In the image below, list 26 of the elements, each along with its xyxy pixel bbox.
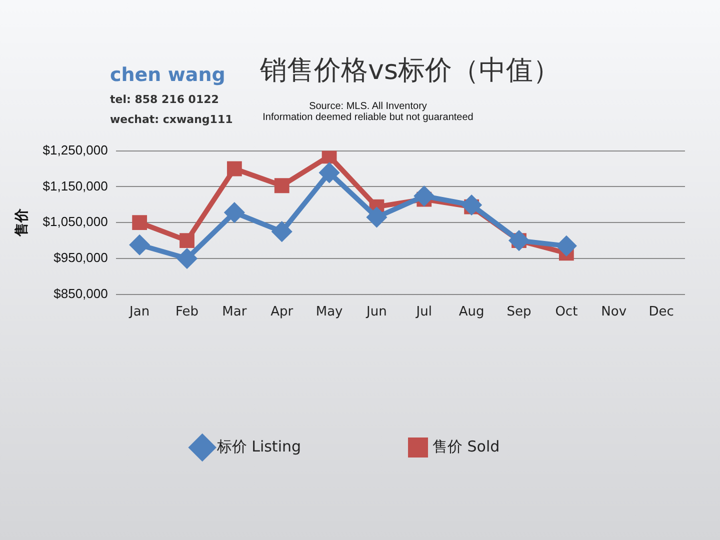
text: tel: 858 216 0122 <box>110 93 220 106</box>
x-tick-label: Jan <box>128 304 150 320</box>
y-axis-title: 售价 <box>14 208 30 238</box>
text: wechat: cxwang111 <box>110 113 233 126</box>
y-tick-label: $950,000 <box>54 250 108 266</box>
x-tick-label: Jul <box>415 304 432 320</box>
x-tick-label: Oct <box>555 304 578 320</box>
text: Information deemed reliable but not guaranteed <box>262 112 474 123</box>
legend-label: 售价 Sold <box>432 437 500 456</box>
x-tick-label: Aug <box>458 304 484 320</box>
x-tick-label: Mar <box>222 304 248 320</box>
x-tick-label: Sep <box>506 304 532 320</box>
y-tick-label: $1,250,000 <box>42 142 108 158</box>
x-tick-label: Jun <box>366 304 387 320</box>
y-tick-label: $850,000 <box>54 286 108 301</box>
source-note: Source: MLS. All Inventory <box>308 101 428 112</box>
chart-title: 销售价格vs标价（中值） <box>258 54 562 88</box>
x-tick-label: Apr <box>270 304 294 320</box>
y-tick-label: $1,050,000 <box>42 214 108 230</box>
x-tick-label: Feb <box>175 304 199 320</box>
x-tick-label: May <box>316 304 344 320</box>
legend-label: 标价 Listing <box>216 437 302 456</box>
x-tick-label: Nov <box>601 304 627 320</box>
x-tick-label: Dec <box>648 304 674 320</box>
text: chen wang <box>110 64 226 86</box>
y-tick-label: $1,150,000 <box>42 178 108 194</box>
